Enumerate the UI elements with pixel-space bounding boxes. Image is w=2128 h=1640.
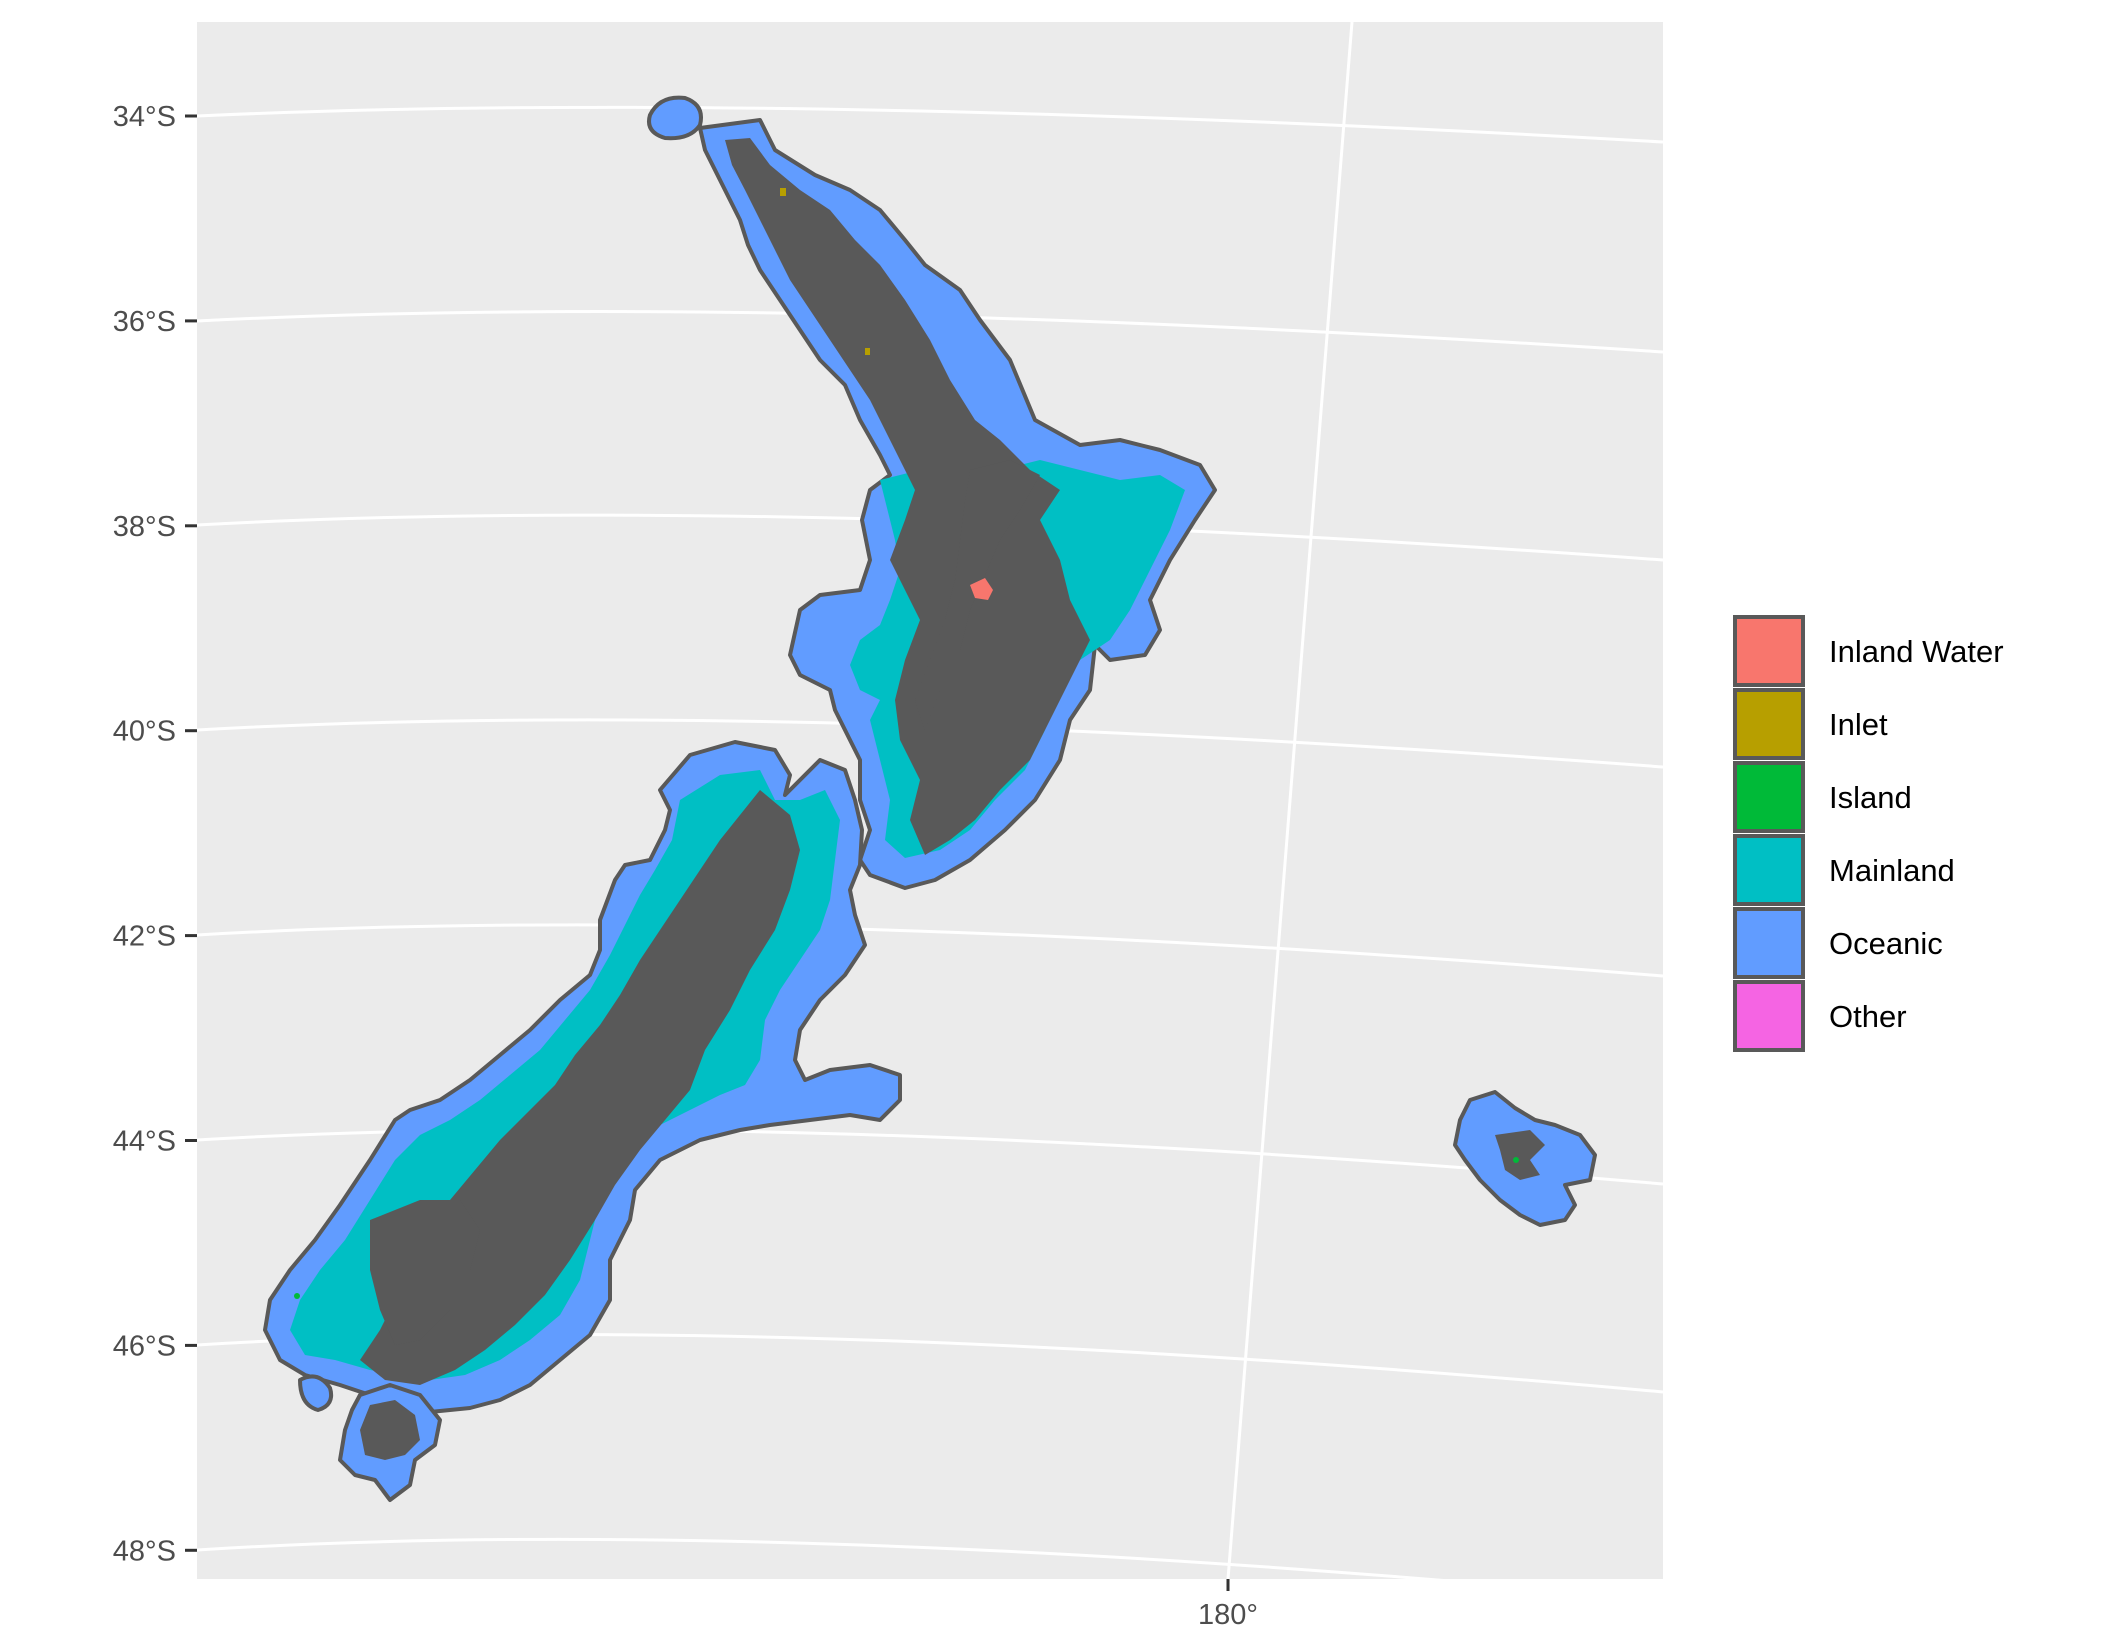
inlet-north-2	[865, 348, 870, 355]
legend-item: Inland Water	[1733, 615, 2004, 687]
graticule-lat-38	[197, 513, 1663, 562]
y-axis-label: 46°S	[113, 1330, 176, 1362]
y-axis-label: 38°S	[113, 511, 176, 543]
inland-water-lake-taupo	[970, 578, 993, 600]
legend: Inland Water Inlet Island Mainland Oceanic Ot…	[1733, 615, 2004, 1052]
border-mass-stewart	[360, 1400, 420, 1460]
graticule-lat-44	[197, 1128, 1663, 1186]
y-axis-label: 36°S	[113, 306, 176, 338]
y-axis-label: 34°S	[113, 101, 176, 133]
border-mass-south-west	[370, 1200, 480, 1345]
y-axis: 34°S 36°S 38°S 40°S 42°S 44°S 46°S 48°S	[113, 101, 197, 1567]
legend-item: Inlet	[1733, 688, 1888, 760]
legend-item: Oceanic	[1733, 907, 1943, 979]
x-axis-label: 180°	[1198, 1599, 1258, 1631]
oceanic-three-kings	[647, 95, 703, 141]
legend-label: Other	[1829, 999, 1907, 1034]
graticule-lat-34	[197, 105, 1663, 144]
legend-swatch	[1733, 907, 1805, 979]
region-border-mass	[360, 138, 1545, 1460]
legend-item: Mainland	[1733, 834, 1955, 906]
legend-swatch	[1733, 761, 1805, 833]
region-accents	[294, 188, 1519, 1299]
y-axis-label: 40°S	[113, 716, 176, 748]
legend-item: Other	[1733, 980, 1907, 1052]
graticule-lat-48	[197, 1537, 1444, 1579]
legend-label: Mainland	[1829, 853, 1955, 888]
island-fiordland	[294, 1293, 300, 1299]
legend-label: Inland Water	[1829, 634, 2004, 669]
island-chatham	[1513, 1157, 1519, 1163]
map-panel	[197, 22, 1663, 1579]
legend-label: Island	[1829, 780, 1912, 815]
graticule-meridian-180	[1226, 22, 1354, 1579]
legend-swatch	[1733, 688, 1805, 760]
border-mass-chatham	[1495, 1130, 1545, 1180]
legend-swatch	[1733, 615, 1805, 687]
y-axis-label: 44°S	[113, 1126, 176, 1158]
border-mass-north-east	[915, 460, 1040, 730]
legend-swatch	[1733, 834, 1805, 906]
oceanic-small-south	[298, 1374, 334, 1412]
legend-item: Island	[1733, 761, 1912, 833]
y-axis-label: 48°S	[113, 1535, 176, 1567]
legend-label: Oceanic	[1829, 926, 1943, 961]
inlet-north-1	[780, 188, 786, 196]
legend-label: Inlet	[1829, 707, 1888, 742]
x-axis: 180°	[1198, 1579, 1258, 1631]
legend-swatch	[1733, 980, 1805, 1052]
border-mass-north	[725, 138, 1090, 855]
map-regions	[263, 95, 1597, 1502]
y-axis-label: 42°S	[113, 921, 176, 953]
